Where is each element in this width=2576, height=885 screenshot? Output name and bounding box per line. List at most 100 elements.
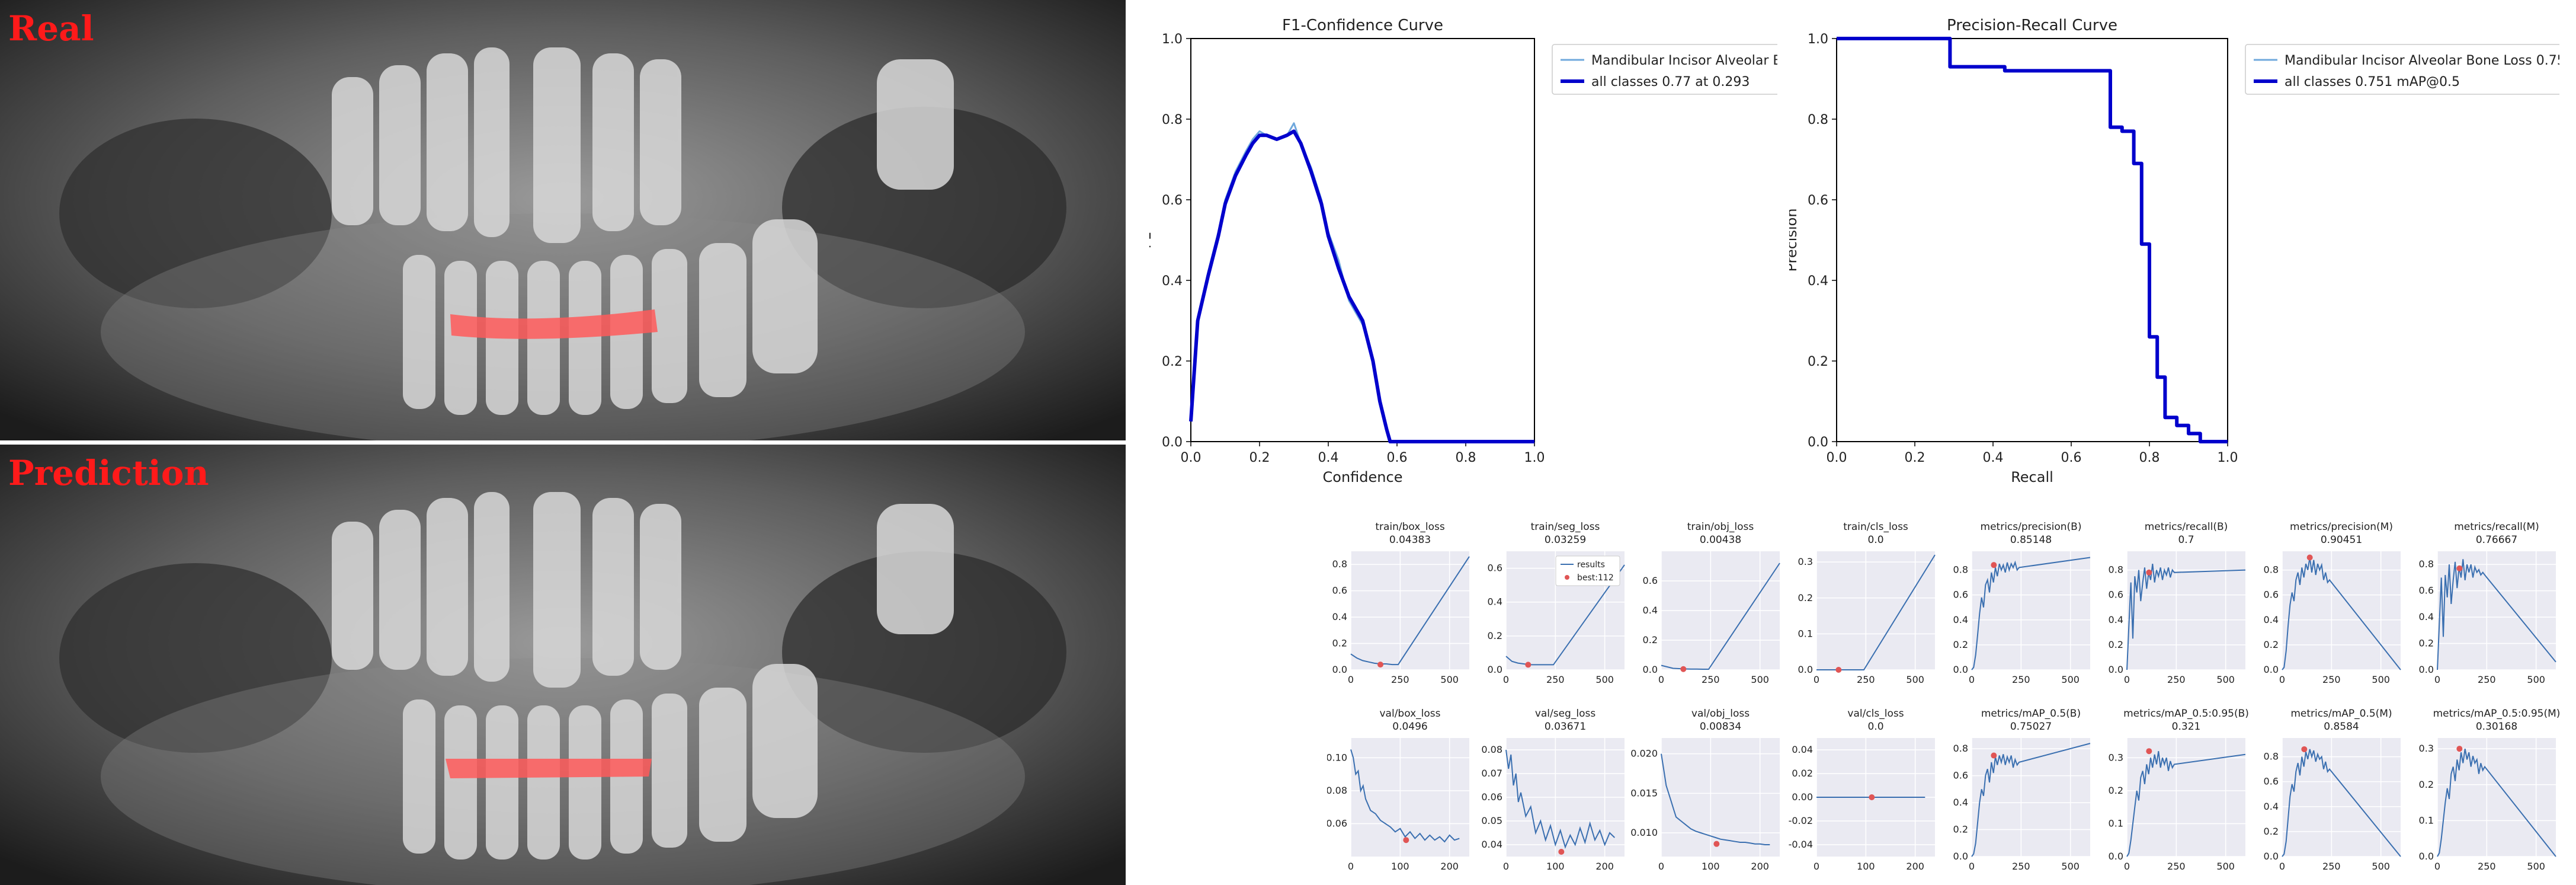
y-tick-label: 0.6 <box>1162 193 1183 208</box>
x-tick-label: 500 <box>1595 674 1614 685</box>
x-tick-label: 500 <box>1906 674 1924 685</box>
results-line <box>1350 556 1470 666</box>
x-tick-label: 500 <box>2061 861 2080 872</box>
legend-swatch <box>1565 575 1569 580</box>
y-tick-label: 0.0 <box>2264 851 2279 862</box>
panel-background <box>1351 551 1469 670</box>
results-line <box>1505 749 1615 849</box>
metric-panel-metrics-map50-95-b: metrics/mAP_0.5:0.95(B)0.321 0 250 500 0.0 0.… <box>2109 708 2249 872</box>
y-tick-label: 0.8 <box>1953 564 1968 576</box>
y-tick-label: 0.0 <box>1162 435 1183 450</box>
y-tick-label: 0.8 <box>1953 743 1968 754</box>
y-tick-label: 0.010 <box>1630 827 1658 838</box>
y-tick-label: 0.4 <box>2419 611 2434 622</box>
y-tick-label: 0.2 <box>2109 785 2123 796</box>
x-tick-label: 0 <box>1503 861 1509 872</box>
precision-recall-chart: Precision-Recall Curve 0.0 0.2 0.4 0.6 0.8 1.0… <box>1789 17 2559 485</box>
x-tick-label: 0 <box>1814 674 1819 685</box>
y-tick-label: 0.6 <box>1643 575 1658 586</box>
y-tick-label: 0.0 <box>1953 664 1968 675</box>
legend-box <box>1552 44 1777 95</box>
y-tick-label: 0.4 <box>1808 274 1828 289</box>
panel-title: val/seg_loss <box>1535 708 1596 720</box>
y-tick-label: 0.2 <box>1488 630 1502 641</box>
bone-loss-mask-prediction <box>446 759 652 778</box>
panel-background <box>1816 551 1935 670</box>
best-point <box>2146 748 2152 755</box>
y-tick-label: 0.0 <box>1953 851 1968 862</box>
y-tick-label: 0.8 <box>1808 113 1828 127</box>
y-tick-label: 0.6 <box>1953 589 1968 600</box>
plot-frame <box>1190 38 1535 442</box>
xray-prediction-image <box>0 445 1126 885</box>
x-tick-label: 200 <box>1595 861 1614 872</box>
x-tick-label: 0.6 <box>1387 451 1408 465</box>
x-tick-label: 0 <box>1969 674 1975 685</box>
panel-background <box>2127 738 2245 857</box>
panel-value: 0.30168 <box>2476 721 2517 733</box>
results-line <box>1661 563 1780 670</box>
panel-title: train/cls_loss <box>1843 521 1908 533</box>
results-line <box>1505 564 1625 666</box>
x-tick-label: 500 <box>1440 674 1459 685</box>
panel-background <box>1351 738 1469 857</box>
panel-legend <box>1555 555 1620 586</box>
panel-title: metrics/mAP_0.5:0.95(M) <box>2433 708 2561 720</box>
y-tick-label: 0.4 <box>2264 614 2279 625</box>
panel-background <box>2437 738 2556 857</box>
x-tick-label: 100 <box>1702 861 1720 872</box>
panel-title: val/obj_loss <box>1691 708 1750 720</box>
y-tick-label: 0.3 <box>2109 752 2123 763</box>
y-tick-label: 0.6 <box>2109 589 2123 600</box>
y-axis-label: Precision <box>1789 208 1800 271</box>
x-tick-label: 0.2 <box>1249 451 1270 465</box>
x-tick-label: 100 <box>1546 861 1565 872</box>
best-point <box>1680 666 1687 672</box>
best-point <box>2306 554 2313 561</box>
y-tick-label: 0.2 <box>1643 634 1658 646</box>
x-tick-label: 250 <box>2322 861 2341 872</box>
x-tick-label: 200 <box>1440 861 1459 872</box>
y-tick-label: 0.08 <box>1327 785 1347 796</box>
y-tick-label: 0.0 <box>2109 664 2123 675</box>
y-tick-label: 0.1 <box>2419 814 2434 826</box>
x-tick-label: 250 <box>2322 674 2341 685</box>
x-tick-label: 0.4 <box>1318 451 1339 465</box>
panel-title: val/box_loss <box>1380 708 1441 720</box>
panel-value: 0.0 <box>1867 534 1883 546</box>
x-tick-label: 250 <box>1702 674 1720 685</box>
panel-value: 0.76667 <box>2476 534 2517 546</box>
legend-label: results <box>1577 560 1605 570</box>
x-tick-label: 250 <box>2012 674 2030 685</box>
y-tick-label: 0.0 <box>1798 664 1813 675</box>
best-point <box>1869 794 1875 800</box>
x-tick-label: 1.0 <box>2218 451 2238 465</box>
x-tick-label: 0.6 <box>2061 451 2082 465</box>
series-line <box>1189 129 1534 443</box>
results-line <box>1971 743 2091 857</box>
y-tick-label: 0.2 <box>1162 354 1183 369</box>
y-tick-label: 0.6 <box>2419 585 2434 596</box>
x-tick-label: 100 <box>1391 861 1409 872</box>
x-tick-label: 500 <box>2372 674 2390 685</box>
x-tick-label: 250 <box>2167 674 2186 685</box>
results-line <box>1350 749 1460 843</box>
y-tick-label: 0.0 <box>1488 664 1502 675</box>
y-tick-label: 0.2 <box>1953 639 1968 650</box>
x-tick-label: 0 <box>2124 861 2130 872</box>
x-tick-label: 0.4 <box>1983 451 2004 465</box>
panel-title: metrics/precision(B) <box>1981 521 2082 533</box>
y-tick-label: 0.4 <box>1488 596 1502 608</box>
best-point <box>2301 746 2308 752</box>
x-tick-label: 500 <box>2216 674 2235 685</box>
results-line <box>2437 749 2556 857</box>
y-tick-label: 0.4 <box>1953 797 1968 808</box>
results-line <box>1661 753 1770 845</box>
y-tick-label: 0.0 <box>1332 664 1347 675</box>
x-tick-label: 0 <box>2279 861 2285 872</box>
y-tick-label: 0.2 <box>2419 638 2434 649</box>
x-tick-label: 250 <box>1391 674 1409 685</box>
panel-title: metrics/recall(M) <box>2454 521 2539 533</box>
